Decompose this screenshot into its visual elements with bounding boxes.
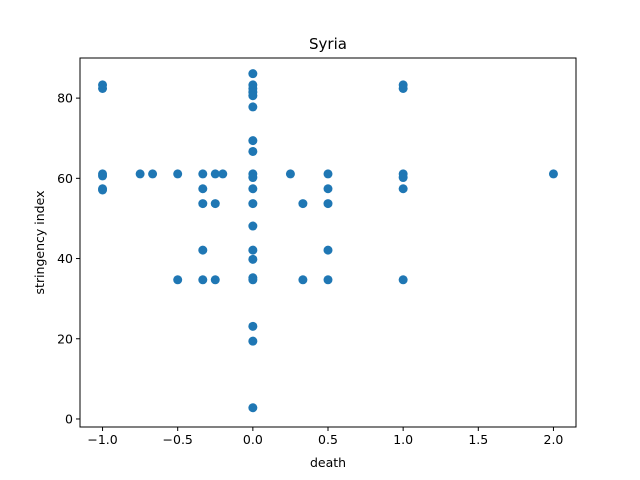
data-point (248, 91, 258, 101)
data-point (323, 199, 333, 209)
data-point (248, 136, 258, 146)
x-tick-label: 2.0 (544, 432, 564, 447)
data-point (248, 173, 258, 183)
data-point (248, 184, 258, 194)
data-point (398, 173, 408, 183)
y-axis-label: stringency index (32, 191, 47, 295)
data-point (218, 169, 228, 179)
data-point (198, 184, 208, 194)
data-point (298, 275, 308, 285)
data-point (248, 69, 258, 79)
data-point (323, 245, 333, 255)
x-tick-label: −0.5 (163, 432, 193, 447)
data-point (248, 321, 258, 331)
data-point (398, 83, 408, 93)
y-tick-label: 40 (57, 251, 73, 266)
data-point (98, 83, 108, 93)
axes-frame (79, 57, 577, 428)
y-tick-label: 20 (57, 331, 73, 346)
data-point (173, 169, 183, 179)
x-tick-label: 0.0 (243, 432, 263, 447)
chart-title: Syria (309, 35, 347, 53)
data-point (248, 199, 258, 209)
x-axis-label: death (310, 455, 346, 470)
data-point (173, 275, 183, 285)
data-point (135, 169, 145, 179)
y-tick-label: 0 (65, 411, 73, 426)
x-tick-label: 0.5 (318, 432, 338, 447)
plot-area (98, 69, 558, 413)
data-point (98, 171, 108, 181)
data-point (323, 184, 333, 194)
data-point (148, 169, 158, 179)
data-point (248, 146, 258, 156)
x-tick-label: −1.0 (87, 432, 117, 447)
data-point (398, 275, 408, 285)
data-point (98, 185, 108, 195)
data-point (248, 336, 258, 346)
data-point (198, 169, 208, 179)
data-point (548, 169, 558, 179)
data-point (398, 184, 408, 194)
data-point (248, 245, 258, 255)
data-point (323, 275, 333, 285)
data-point (198, 199, 208, 209)
y-tick-label: 60 (57, 171, 73, 186)
data-point (323, 169, 333, 179)
x-axis: −1.0 −0.5 0.0 0.5 1.0 1.5 2.0 (87, 427, 563, 447)
data-point (248, 254, 258, 264)
data-point (285, 169, 295, 179)
data-point (248, 102, 258, 112)
data-point (198, 245, 208, 255)
data-point (210, 169, 220, 179)
data-point (248, 221, 258, 231)
x-tick-label: 1.0 (393, 432, 413, 447)
y-tick-label: 80 (57, 91, 73, 106)
data-point (210, 199, 220, 209)
x-tick-label: 1.5 (468, 432, 488, 447)
y-axis: 0 20 40 60 80 (57, 91, 80, 426)
data-point (210, 275, 220, 285)
data-point (198, 275, 208, 285)
data-point (248, 275, 258, 285)
data-point (298, 199, 308, 209)
data-point (248, 403, 258, 413)
